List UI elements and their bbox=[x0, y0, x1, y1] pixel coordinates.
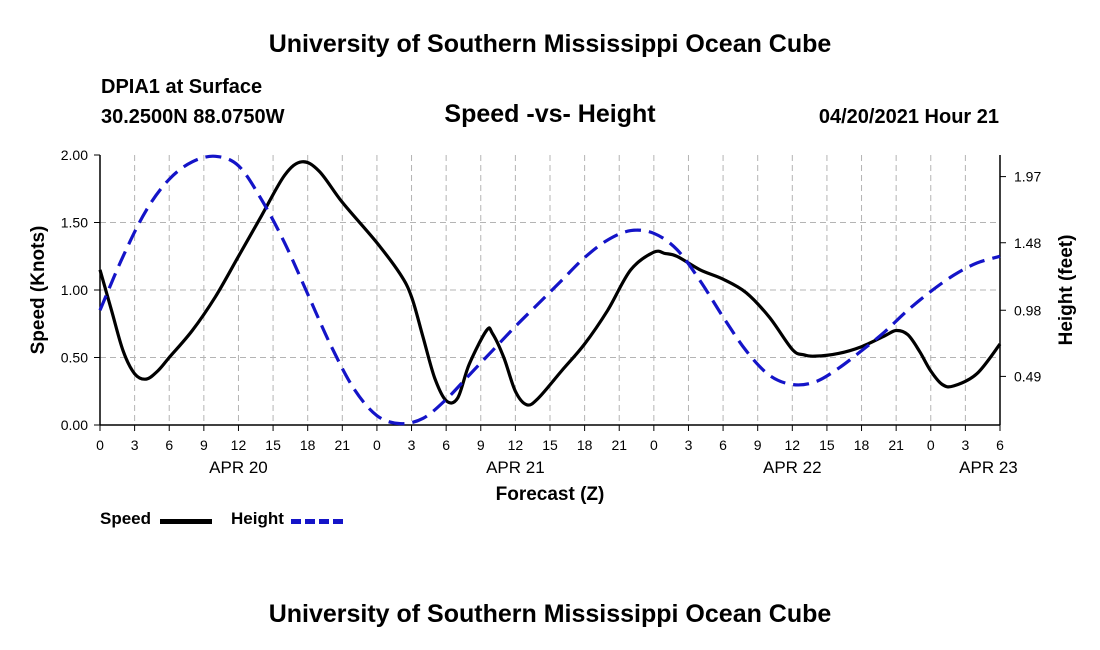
x-tick-label-2: 6 bbox=[165, 437, 173, 453]
legend-height-label: Height bbox=[231, 509, 284, 528]
legend-height-swatch bbox=[291, 519, 343, 524]
x-tick-label-16: 0 bbox=[650, 437, 658, 453]
axis-labels: Forecast (Z) Speed (Knots) Height (feet) bbox=[28, 226, 1077, 505]
x-tick-label-15: 21 bbox=[611, 437, 627, 453]
x-tick-label-4: 12 bbox=[231, 437, 247, 453]
date-label-0: APR 20 bbox=[209, 458, 268, 477]
y2-tick-label-0: 0.49 bbox=[1014, 368, 1041, 384]
series-line-speed bbox=[98, 160, 1002, 407]
axes: 0 3 6 9 12 15 18 21 0 3 6 9 12 15 18 21 0 3 6 9 12 15 18 21 0 3 6 0… bbox=[61, 147, 1042, 477]
x-tick-label-24: 0 bbox=[927, 437, 935, 453]
y-tick-label-0: 0.00 bbox=[61, 417, 88, 433]
x-tick-label-26: 6 bbox=[996, 437, 1004, 453]
series bbox=[98, 154, 1002, 426]
y2-tick-label-3: 1.97 bbox=[1014, 169, 1041, 185]
legend-speed-label: Speed bbox=[100, 509, 152, 528]
x-tick-label-22: 18 bbox=[854, 437, 870, 453]
series-line-height bbox=[98, 154, 1001, 426]
x-tick-label-10: 6 bbox=[442, 437, 450, 453]
y-tick-label-1: 0.50 bbox=[61, 350, 88, 366]
y2-tick-label-1: 0.98 bbox=[1014, 302, 1041, 318]
y-axis-label: Speed (Knots) bbox=[28, 226, 49, 355]
x-tick-label-1: 3 bbox=[131, 437, 139, 453]
grid bbox=[100, 155, 1000, 425]
coordinates-label: 30.2500N 88.0750W bbox=[101, 106, 285, 128]
x-tick-label-6: 18 bbox=[300, 437, 316, 453]
x-tick-label-23: 21 bbox=[888, 437, 904, 453]
date-label-1: APR 21 bbox=[486, 458, 545, 477]
x-tick-label-0: 0 bbox=[96, 437, 104, 453]
x-tick-label-13: 15 bbox=[542, 437, 558, 453]
x-tick-label-7: 21 bbox=[335, 437, 351, 453]
x-tick-label-20: 12 bbox=[785, 437, 801, 453]
chart-title: Speed -vs- Height bbox=[444, 100, 656, 128]
x-tick-label-12: 12 bbox=[508, 437, 524, 453]
y2-axis-label: Height (feet) bbox=[1056, 235, 1077, 346]
x-tick-label-9: 3 bbox=[408, 437, 416, 453]
x-tick-label-5: 15 bbox=[265, 437, 281, 453]
x-tick-label-19: 9 bbox=[754, 437, 762, 453]
x-tick-label-25: 3 bbox=[961, 437, 969, 453]
x-tick-label-11: 9 bbox=[477, 437, 485, 453]
legend-speed-swatch bbox=[160, 519, 212, 524]
x-tick-label-3: 9 bbox=[200, 437, 208, 453]
x-tick-label-18: 6 bbox=[719, 437, 727, 453]
y-tick-label-3: 1.50 bbox=[61, 215, 88, 231]
top-title: University of Southern Mississippi Ocean… bbox=[268, 30, 832, 58]
bottom-title: University of Southern Mississippi Ocean… bbox=[268, 600, 832, 628]
x-tick-label-8: 0 bbox=[373, 437, 381, 453]
y-tick-label-2: 1.00 bbox=[61, 282, 88, 298]
y-tick-label-4: 2.00 bbox=[61, 147, 88, 163]
date-label-3: APR 23 bbox=[959, 458, 1018, 477]
timestamp-label: 04/20/2021 Hour 21 bbox=[818, 106, 999, 128]
station-label: DPIA1 at Surface bbox=[101, 76, 263, 98]
x-tick-label-21: 15 bbox=[819, 437, 835, 453]
x-tick-label-14: 18 bbox=[577, 437, 593, 453]
y2-tick-label-2: 1.48 bbox=[1014, 235, 1041, 251]
x-axis-label: Forecast (Z) bbox=[496, 484, 605, 505]
x-tick-label-17: 3 bbox=[685, 437, 693, 453]
date-label-2: APR 22 bbox=[763, 458, 822, 477]
